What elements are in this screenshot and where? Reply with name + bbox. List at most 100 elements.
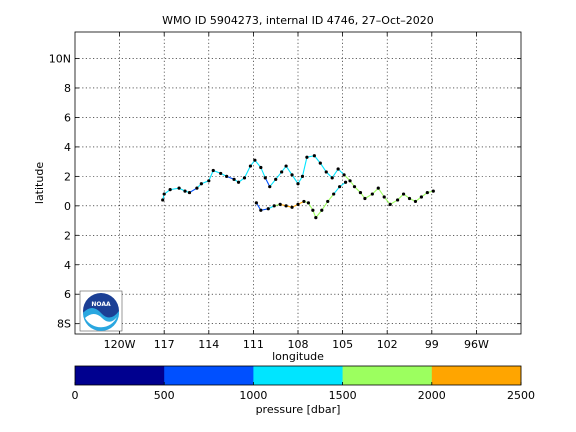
- float-position-point: [211, 168, 215, 173]
- float-position-point: [300, 174, 305, 178]
- float-position-point: [248, 164, 253, 168]
- colorbar: [75, 366, 522, 385]
- x-tick-label: 114: [198, 338, 219, 351]
- trajectory-segment: [260, 167, 266, 179]
- y-tick-label: 4: [64, 141, 71, 154]
- float-position-point: [263, 176, 267, 180]
- trajectory-segment: [321, 201, 329, 211]
- y-tick-label: 0: [64, 200, 71, 213]
- float-position-point: [236, 180, 241, 184]
- float-position-point: [330, 176, 334, 180]
- trajectory-segment: [243, 165, 251, 179]
- x-tick-label: 111: [243, 338, 264, 351]
- x-tick-label: 120W: [104, 338, 136, 351]
- colorbar-label: pressure [dbar]: [256, 403, 341, 416]
- colorbar-segment: [431, 366, 522, 385]
- float-position-point: [296, 202, 300, 206]
- chart-title: WMO ID 5904273, internal ID 4746, 27–Oct…: [162, 14, 434, 27]
- float-position-point: [401, 192, 406, 196]
- trajectory-segment: [264, 177, 271, 187]
- float-position-point: [407, 196, 412, 201]
- float-position-point: [284, 164, 288, 168]
- colorbar-tick-label: 0: [72, 389, 79, 402]
- logo-text: NOAA: [91, 301, 111, 308]
- y-tick-label: 2: [64, 170, 71, 183]
- float-position-point: [259, 165, 263, 170]
- x-tick-label: 108: [288, 338, 309, 351]
- float-position-point: [274, 177, 278, 181]
- y-tick-label: 8S: [57, 318, 71, 331]
- colorbar-tick-label: 2000: [418, 389, 446, 402]
- noaa-logo: NOAA: [79, 290, 123, 332]
- colorbar-segment: [253, 366, 343, 385]
- float-position-point: [232, 177, 236, 181]
- float-position-point: [326, 199, 330, 204]
- float-position-point: [376, 186, 380, 190]
- float-position-point: [396, 198, 400, 202]
- float-position-point: [311, 208, 315, 212]
- trajectory-segment: [208, 170, 214, 182]
- float-position-point: [314, 216, 318, 220]
- float-position-point: [177, 186, 181, 190]
- grid-lines: [75, 32, 521, 334]
- float-position-point: [343, 180, 348, 184]
- float-position-point: [358, 190, 363, 195]
- y-tick-label: 6: [64, 111, 71, 124]
- x-tick-label: 105: [332, 338, 353, 351]
- colorbar-tick-label: 1000: [239, 389, 267, 402]
- float-position-point: [187, 190, 192, 195]
- trajectory-segment: [319, 162, 327, 173]
- float-position-point: [268, 185, 272, 189]
- float-position-point: [280, 170, 284, 174]
- y-axis-label: latitude: [33, 162, 46, 204]
- colorbar-segment: [164, 366, 254, 385]
- float-position-point: [419, 195, 423, 199]
- float-position-point: [161, 198, 165, 202]
- float-position-point: [332, 192, 336, 196]
- colorbar-ticks: 0 500 1000 1500 2000 2500: [72, 382, 535, 402]
- float-position-point: [336, 167, 340, 171]
- colorbar-tick-label: 2500: [507, 389, 535, 402]
- float-position-point: [162, 192, 166, 196]
- float-position-point: [290, 173, 294, 177]
- x-axis-label: longitude: [272, 350, 324, 363]
- float-position-point: [318, 161, 322, 165]
- float-trajectory: [161, 154, 435, 220]
- y-tick-label: 6: [64, 288, 71, 301]
- float-position-point: [413, 199, 418, 204]
- float-position-point: [254, 201, 258, 205]
- float-position-point: [370, 192, 374, 196]
- float-position-point: [266, 207, 270, 211]
- colorbar-segment: [342, 366, 433, 385]
- float-position-point: [363, 196, 367, 201]
- float-position-point: [272, 204, 276, 208]
- float-position-point: [195, 186, 199, 190]
- float-position-point: [348, 179, 352, 183]
- x-tick-label: 99: [425, 338, 439, 351]
- float-position-point: [382, 195, 386, 199]
- float-position-point: [183, 189, 187, 193]
- float-position-point: [219, 171, 223, 176]
- float-position-point: [302, 199, 306, 204]
- float-position-point: [290, 205, 294, 209]
- x-tick-label: 117: [154, 338, 175, 351]
- float-position-point: [431, 189, 435, 193]
- float-position-point: [425, 190, 429, 195]
- float-position-point: [242, 176, 247, 180]
- trajectory-segment: [331, 168, 339, 179]
- y-tick-label: 4: [64, 259, 71, 272]
- float-position-point: [259, 208, 263, 212]
- colorbar-frame: [74, 365, 522, 386]
- colorbar-tick-label: 500: [154, 389, 175, 402]
- float-position-point: [225, 174, 229, 178]
- trajectory-segment: [285, 165, 293, 176]
- float-position-point: [320, 208, 324, 212]
- float-position-point: [305, 155, 309, 159]
- float-position-point: [352, 185, 357, 189]
- trajectory-segment: [301, 157, 308, 177]
- float-position-point: [306, 201, 311, 205]
- float-position-point: [324, 170, 328, 174]
- y-tick-label: 2: [64, 229, 71, 242]
- float-position-point: [199, 182, 203, 186]
